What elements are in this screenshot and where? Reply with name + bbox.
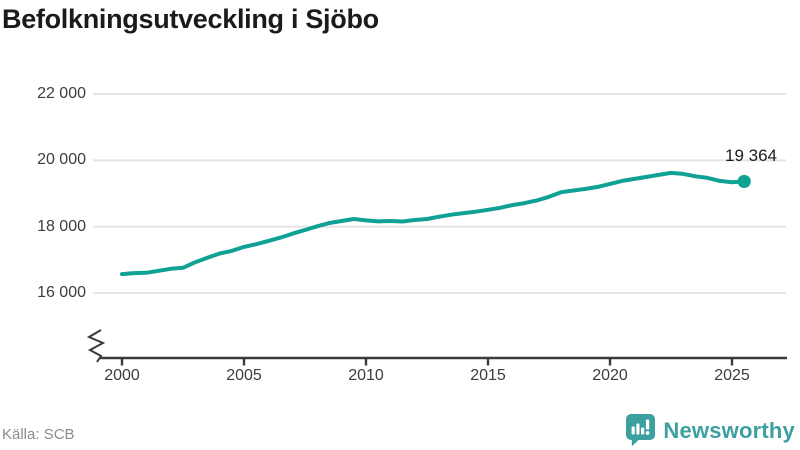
population-series-line [120, 170, 747, 277]
latest-value-label: 19 364 [725, 146, 777, 165]
newsworthy-chart-bubble-icon [626, 414, 656, 447]
chart-title: Befolkningsutveckling i Sjöbo [2, 4, 379, 34]
x-axis-tick-label: 2000 [104, 367, 140, 384]
y-axis-tick-label: 16 000 [37, 284, 86, 301]
x-axis-tick-label: 2015 [470, 367, 506, 384]
newsworthy-wordmark: Newsworthy [663, 417, 795, 443]
x-axis-tick-label: 2025 [714, 367, 750, 384]
x-axis-tick-label: 2010 [348, 367, 384, 384]
newsworthy-logo: Newsworthy [626, 414, 795, 447]
source-caption: Källa: SCB [2, 426, 75, 443]
y-axis-tick-label: 20 000 [37, 151, 86, 169]
latest-value-marker [737, 174, 751, 189]
axis-break-icon [86, 329, 106, 363]
x-axis-tick-label: 2005 [226, 367, 262, 384]
x-axis-tick-label: 2020 [592, 367, 628, 384]
y-axis-tick-label: 22 000 [37, 85, 86, 102]
y-axis-tick-label: 18 000 [37, 217, 86, 235]
